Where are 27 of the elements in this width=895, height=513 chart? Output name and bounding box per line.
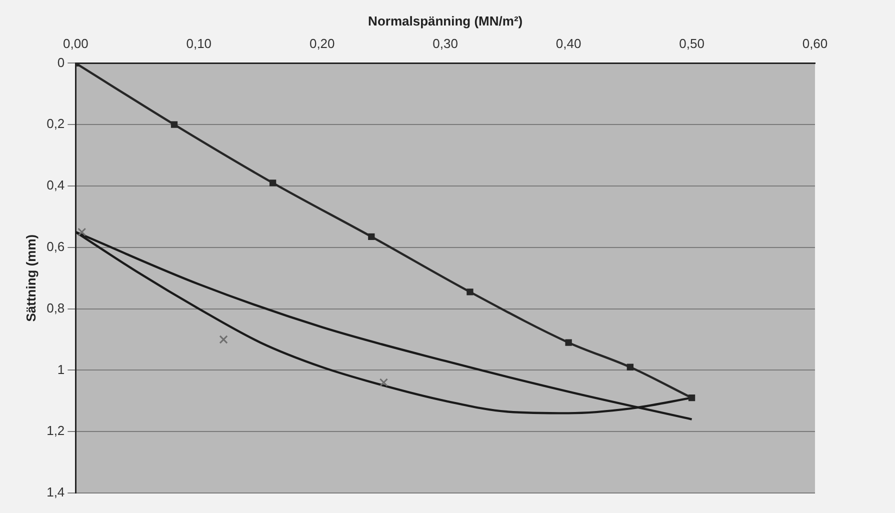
y-tick-label: 0 [57, 54, 65, 70]
point [170, 121, 178, 128]
point [78, 228, 86, 236]
y-tick-label: 0,8 [46, 300, 65, 316]
x-axis-title: Normalspänning (MN/m²) [368, 13, 523, 28]
x-tick-label: 0,00 [63, 36, 88, 51]
x-tick-label: 0,30 [432, 36, 458, 51]
point [368, 233, 375, 240]
x-tick-label: 0,20 [309, 36, 335, 51]
y-axis-title: Sättning (mm) [23, 234, 38, 322]
point [466, 288, 474, 296]
y-tick-label: 1 [57, 362, 65, 377]
x-tick-label: 0,40 [556, 36, 582, 51]
point [219, 335, 228, 344]
x-tick-label: 0,10 [186, 36, 212, 51]
y-tick-label: 0,4 [46, 178, 65, 193]
point [270, 180, 276, 186]
x-tick-label: 0,60 [802, 36, 828, 51]
y-tick-label: 1,4 [46, 484, 65, 500]
y-tick-label: 0,2 [46, 116, 65, 132]
x-tick-label: 0,50 [679, 36, 704, 51]
y-tick-label: 1,2 [46, 423, 65, 438]
y-tick-label: 0,6 [46, 238, 65, 254]
point [379, 378, 388, 387]
point [565, 339, 572, 346]
point [688, 394, 696, 402]
point [626, 364, 634, 370]
